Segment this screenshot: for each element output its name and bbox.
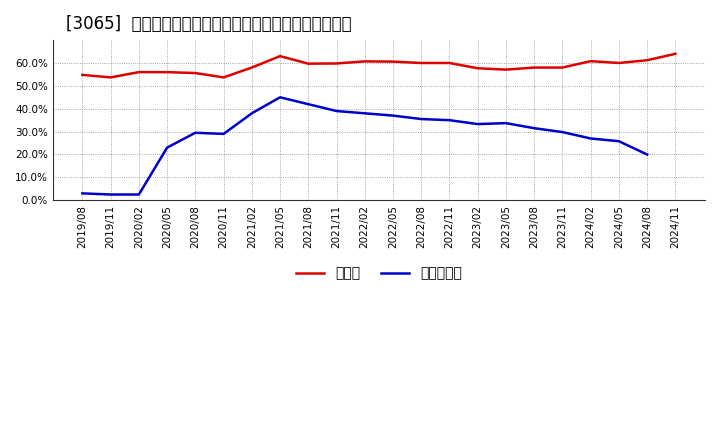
Line: 現頲金: 現頲金 (82, 54, 675, 77)
現頲金 (361, 59, 369, 64)
有利子負債 (643, 152, 652, 157)
有利子負債 (417, 117, 426, 122)
現頲金 (332, 61, 341, 66)
Line: 有利子負債: 有利子負債 (82, 97, 647, 194)
現頲金 (586, 59, 595, 64)
有利子負債 (332, 108, 341, 114)
現頲金 (615, 60, 624, 66)
現頲金 (530, 65, 539, 70)
現頲金 (107, 75, 115, 80)
有利子負債 (445, 117, 454, 123)
有利子負債 (502, 121, 510, 126)
有利子負債 (248, 111, 256, 116)
現頲金 (502, 67, 510, 72)
現頲金 (643, 58, 652, 63)
Text: [3065]  現頲金、有利子負債の総資産に対する比率の推移: [3065] 現頲金、有利子負債の総資産に対する比率の推移 (66, 15, 351, 33)
有利子負債 (530, 125, 539, 131)
現頲金 (671, 51, 680, 56)
有利子負債 (473, 121, 482, 127)
有利子負債 (615, 139, 624, 144)
有利子負債 (361, 111, 369, 116)
有利子負債 (304, 102, 312, 107)
現頲金 (191, 70, 199, 76)
現頲金 (389, 59, 397, 64)
有利子負債 (135, 192, 143, 197)
現頲金 (220, 75, 228, 80)
有利子負債 (558, 129, 567, 135)
現頲金 (135, 70, 143, 75)
有利子負債 (220, 131, 228, 136)
現頲金 (304, 61, 312, 66)
現頲金 (276, 54, 284, 59)
現頲金 (417, 60, 426, 66)
現頲金 (163, 70, 171, 75)
有利子負債 (586, 136, 595, 141)
有利子負債 (276, 95, 284, 100)
有利子負債 (191, 130, 199, 136)
有利子負債 (78, 191, 86, 196)
有利子負債 (107, 192, 115, 197)
有利子負債 (163, 145, 171, 150)
現頲金 (473, 66, 482, 71)
Legend: 現頲金, 有利子負債: 現頲金, 有利子負債 (290, 261, 467, 286)
現頲金 (558, 65, 567, 70)
有利子負債 (389, 113, 397, 118)
現頲金 (78, 72, 86, 77)
現頲金 (248, 65, 256, 70)
現頲金 (445, 60, 454, 66)
